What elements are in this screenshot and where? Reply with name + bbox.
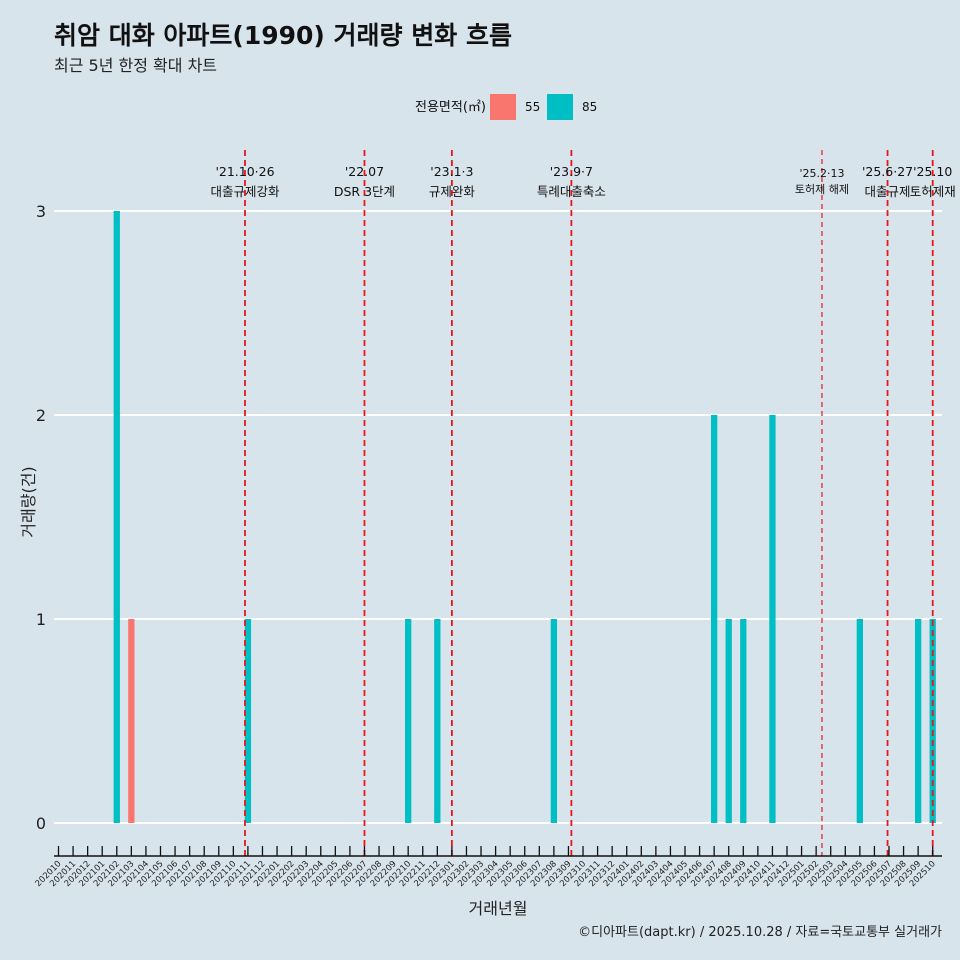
bar-55-202103 <box>128 619 135 823</box>
bar-85-202210 <box>405 619 412 823</box>
bar-85-202409 <box>740 619 747 823</box>
chart-title: 취암 대화 아파트(1990) 거래량 변화 흐름 <box>54 21 512 50</box>
bar-85-202407 <box>711 415 718 823</box>
bar-85-202411 <box>769 415 776 823</box>
bar-85-202212 <box>434 619 441 823</box>
event-name-label: 대출규제강화 <box>210 184 280 199</box>
bar-85-202308 <box>550 619 558 823</box>
event-name-label: 대출규제 <box>865 184 911 199</box>
y-tick-label: 0 <box>36 814 46 833</box>
source-caption: ©디아파트(dapt.kr) / 2025.10.28 / 자료=국토교통부 실… <box>578 925 942 940</box>
bar-85-202102 <box>113 211 120 823</box>
bar-85-202408 <box>725 619 732 823</box>
legend-swatch-85 <box>547 94 573 120</box>
legend-title: 전용면적(㎡) <box>415 100 486 115</box>
y-tick-label: 3 <box>36 202 46 221</box>
legend-label-85: 85 <box>582 100 597 114</box>
chart-subtitle: 최근 5년 한정 확대 차트 <box>54 56 218 75</box>
event-name-label: 특례대출축소 <box>537 184 606 199</box>
bar-85-202111 <box>244 619 252 823</box>
y-axis-title: 거래량(건) <box>19 466 38 537</box>
bar-85-202505 <box>856 619 863 823</box>
event-date-label: '25.6·27 <box>862 164 913 179</box>
event-name-label: DSR 3단계 <box>334 184 395 199</box>
event-date-label: '25.10 <box>913 164 952 179</box>
event-name-label: 토허제재 <box>910 184 956 199</box>
event-name-label: 규제완화 <box>429 184 476 199</box>
legend-label-55: 55 <box>525 100 540 114</box>
x-axis-title: 거래년월 <box>469 899 528 918</box>
event-date-label: '25.2·13 <box>799 167 844 180</box>
legend-swatch-55 <box>490 94 516 120</box>
event-date-label: '22.07 <box>345 164 384 179</box>
bar-85-202509 <box>914 619 922 823</box>
event-name-label: 토허제 해제 <box>795 182 849 196</box>
event-date-label: '21.10·26 <box>215 164 274 179</box>
y-tick-label: 2 <box>36 406 46 425</box>
y-tick-label: 1 <box>36 610 46 629</box>
event-date-label: '23.1·3 <box>430 164 473 179</box>
event-date-label: '23.9·7 <box>550 164 593 179</box>
